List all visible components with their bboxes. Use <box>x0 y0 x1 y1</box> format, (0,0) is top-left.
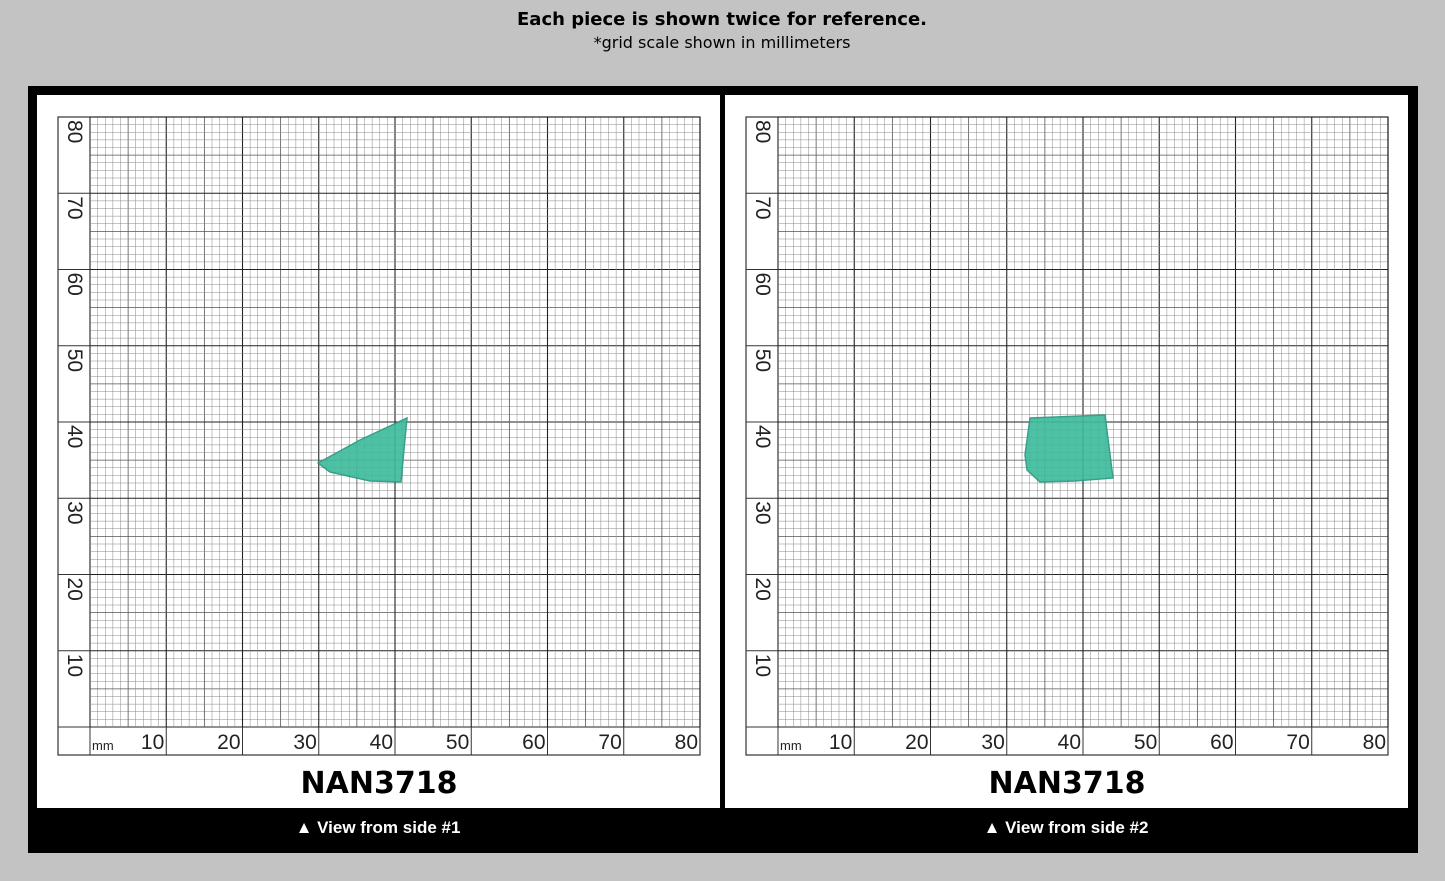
y-scale-label: 20 <box>751 578 774 601</box>
y-scale-label: 20 <box>63 578 86 601</box>
y-scale-label: 60 <box>63 273 86 296</box>
x-scale-label: 10 <box>829 731 852 754</box>
x-scale-label: 80 <box>675 731 698 754</box>
gemstone <box>316 416 408 483</box>
x-scale-label: 20 <box>217 731 240 754</box>
panel: mm 10 20 30 40 50 60 70 80 10 20 30 40 50 60 70 80 NAN371… <box>37 95 720 837</box>
x-scale-label: 40 <box>1058 731 1081 754</box>
title: Each piece is shown twice for reference. <box>517 9 927 30</box>
x-scale-label: 20 <box>905 731 928 754</box>
panel: mm 10 20 30 40 50 60 70 80 10 20 30 40 50 60 70 80 NAN371… <box>725 95 1408 837</box>
caption: ▲ View from side #1 <box>296 818 461 837</box>
x-scale-label: 80 <box>1363 731 1386 754</box>
y-scale-label: 70 <box>751 196 774 219</box>
unit-label: mm <box>780 738 802 753</box>
y-scale-label: 10 <box>63 654 86 677</box>
y-scale-label: 80 <box>63 120 86 143</box>
y-scale-label: 60 <box>751 273 774 296</box>
x-scale-label: 40 <box>370 731 393 754</box>
y-scale-label: 50 <box>63 349 86 372</box>
piece-label: NAN3718 <box>989 766 1146 801</box>
x-scale-label: 10 <box>141 731 164 754</box>
unit-label: mm <box>92 738 114 753</box>
x-scale-label: 50 <box>446 731 469 754</box>
y-scale-label: 70 <box>63 196 86 219</box>
x-scale-label: 70 <box>1286 731 1309 754</box>
y-scale-label: 30 <box>63 501 86 524</box>
y-scale-label: 80 <box>751 120 774 143</box>
subtitle: *grid scale shown in millimeters <box>594 33 851 52</box>
piece-label: NAN3718 <box>301 766 458 801</box>
x-scale-label: 70 <box>598 731 621 754</box>
y-scale-label: 30 <box>751 501 774 524</box>
y-scale-label: 50 <box>751 349 774 372</box>
x-scale-label: 30 <box>981 731 1004 754</box>
y-scale-label: 40 <box>63 425 86 448</box>
gemstone <box>1024 414 1114 483</box>
y-scale-label: 40 <box>751 425 774 448</box>
x-scale-label: 30 <box>293 731 316 754</box>
x-scale-label: 60 <box>522 731 545 754</box>
y-scale-label: 10 <box>751 654 774 677</box>
x-scale-label: 60 <box>1210 731 1233 754</box>
x-scale-label: 50 <box>1134 731 1157 754</box>
caption: ▲ View from side #2 <box>984 818 1149 837</box>
